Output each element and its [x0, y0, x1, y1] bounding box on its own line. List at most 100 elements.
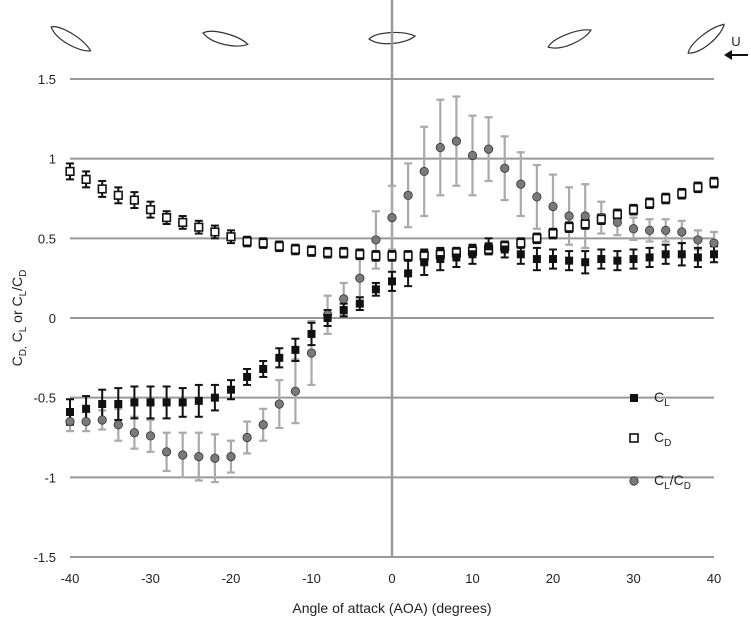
point-cl: [66, 408, 74, 417]
point-cl: [597, 255, 606, 264]
point-cl-cd: [242, 432, 252, 443]
point-cl-cd: [194, 452, 204, 462]
point-cd: [306, 246, 317, 256]
point-cd: [548, 228, 558, 239]
point-cl-cd: [548, 201, 558, 212]
point-cd: [709, 177, 719, 188]
point-cl: [404, 269, 413, 278]
point-cd: [612, 209, 622, 220]
point-cd: [290, 244, 301, 255]
point-cl: [227, 385, 235, 394]
x-tick-label: 0: [388, 571, 395, 586]
point-cl-cd: [677, 227, 687, 237]
point-cl: [661, 250, 670, 259]
point-cl: [243, 372, 252, 381]
point-cl-cd: [371, 235, 381, 245]
point-cl-cd: [500, 163, 510, 173]
point-cd: [628, 205, 639, 215]
point-cl: [291, 345, 300, 354]
y-tick-label: -0.5: [34, 391, 56, 406]
y-tick-label: 0.5: [38, 231, 56, 246]
point-cl: [693, 253, 702, 262]
point-cl: [565, 256, 574, 265]
point-cl-cd: [467, 150, 478, 161]
legend-label: CL/CD: [654, 472, 691, 492]
point-cl: [307, 329, 316, 338]
point-cl-cd: [81, 416, 91, 427]
airfoil-icon: [202, 30, 249, 47]
point-cd: [677, 189, 687, 199]
point-cl-cd: [226, 452, 236, 462]
y-tick-label: 0: [49, 311, 56, 326]
airfoil-shape: [547, 29, 592, 49]
point-cl-cd: [709, 238, 719, 248]
point-cd: [242, 236, 252, 247]
point-cl-cd: [612, 217, 623, 227]
legend-label: CL: [654, 389, 670, 409]
point-cl: [162, 398, 171, 407]
legend-marker-cl: [630, 394, 638, 402]
data-markers: [65, 136, 719, 463]
legend: CL CD CL/CD: [629, 389, 691, 492]
point-cl: [388, 277, 396, 286]
point-cl-cd: [564, 211, 574, 221]
x-tick-labels: -40 -30 -20 -10 0 10 20 30 40: [61, 571, 722, 586]
point-cl-cd: [483, 144, 494, 154]
point-cl: [82, 404, 91, 413]
point-cl-cd: [661, 225, 671, 235]
point-cl: [468, 250, 477, 259]
x-axis-title: Angle of attack (AOA) (degrees): [292, 600, 491, 616]
point-cd: [162, 213, 172, 223]
point-cd: [194, 222, 204, 232]
legend-marker-cd: [629, 433, 639, 443]
airfoil-shape: [50, 26, 92, 52]
point-cl: [259, 364, 268, 373]
airfoil-shape: [687, 23, 725, 54]
point-cd: [178, 217, 188, 228]
point-cd: [644, 198, 655, 208]
point-cl: [98, 400, 107, 409]
point-cl-cd: [113, 420, 123, 430]
legend-item: CD: [629, 429, 671, 449]
flow-arrow-head: [724, 50, 732, 60]
point-cl: [323, 314, 332, 322]
point-cl: [677, 250, 686, 259]
legend-item: CL: [630, 389, 670, 409]
point-cl: [516, 250, 525, 259]
point-cl-cd: [451, 136, 461, 146]
point-cl-cd: [290, 386, 300, 396]
airfoil-icon: [547, 29, 592, 49]
point-cl: [275, 353, 284, 362]
point-cl: [178, 398, 187, 407]
point-cd: [97, 184, 107, 194]
flow-label: U: [731, 34, 740, 49]
point-cd: [210, 227, 220, 237]
flow-indicator: U: [724, 34, 748, 60]
legend-item: CL/CD: [629, 472, 691, 492]
x-tick-label: -40: [61, 571, 80, 586]
point-cl: [613, 256, 622, 265]
point-cl: [710, 250, 718, 259]
legend-marker-cl-cd: [629, 476, 639, 486]
airfoil-icon: [687, 23, 725, 54]
point-cl: [210, 393, 219, 402]
point-cd: [580, 219, 590, 229]
x-tick-label: 40: [707, 571, 721, 586]
point-cl: [484, 242, 493, 251]
point-cd: [113, 190, 123, 200]
point-cd: [274, 241, 284, 251]
x-tick-label: 30: [626, 571, 640, 586]
point-cl-cd: [435, 142, 445, 153]
x-tick-label: -30: [141, 571, 160, 586]
point-cl-cd: [339, 294, 349, 304]
point-cd: [564, 222, 574, 232]
point-cl-cd: [145, 431, 156, 441]
point-cl: [371, 285, 380, 294]
point-cd: [339, 248, 349, 258]
point-cl: [549, 255, 557, 264]
point-cl-cd: [628, 224, 639, 234]
airfoil-shape: [202, 30, 249, 47]
point-cd: [258, 238, 268, 248]
point-cl-cd: [65, 416, 75, 427]
